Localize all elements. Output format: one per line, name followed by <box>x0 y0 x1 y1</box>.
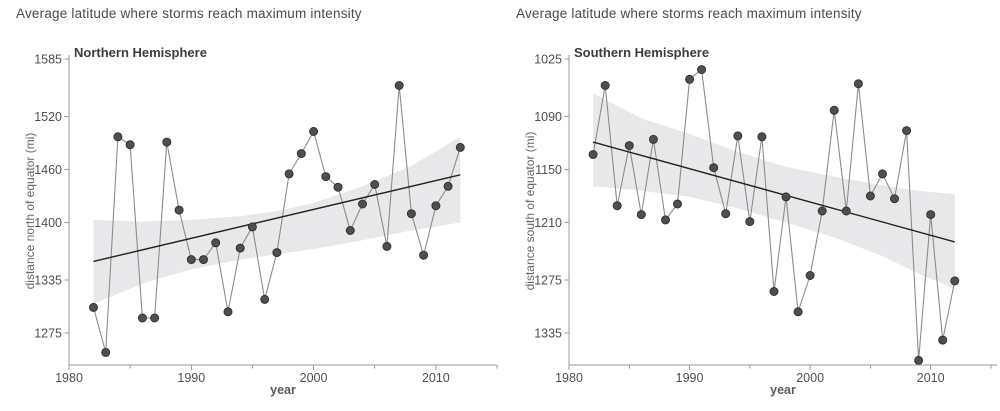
data-point <box>841 206 851 216</box>
data-point <box>721 209 731 219</box>
trend-line <box>93 174 461 263</box>
data-point <box>733 131 743 141</box>
data-point <box>113 132 123 142</box>
data-point <box>817 206 827 216</box>
y-tick-label: 1275 <box>534 273 562 287</box>
data-point <box>588 150 598 159</box>
x-axis-label: year <box>270 383 296 397</box>
x-tick-label: 2000 <box>300 371 328 385</box>
data-point <box>612 201 622 211</box>
data-point <box>309 127 319 136</box>
data-point <box>926 210 936 220</box>
data-point <box>150 313 160 323</box>
data-point <box>419 250 429 260</box>
confidence-band <box>593 93 955 289</box>
y-tick-label: 1090 <box>534 110 562 124</box>
data-point <box>211 238 221 248</box>
data-point <box>685 74 695 84</box>
chart-title: Average latitude where storms reach maxi… <box>516 6 862 21</box>
y-tick-label: 1335 <box>34 273 62 287</box>
plot-area-southern: 1025 1090 1150 1210 1275 1335 1980 1990 2000 2010 <box>534 53 997 385</box>
data-point <box>914 355 924 365</box>
y-tick-label: 1520 <box>34 110 62 124</box>
y-tick-label: 1275 <box>34 327 62 341</box>
y-tick-label: 1210 <box>534 216 562 230</box>
data-point <box>829 105 839 115</box>
data-point <box>370 180 380 189</box>
y-tick-label: 1335 <box>534 327 562 341</box>
data-point <box>624 141 634 151</box>
data-point <box>431 201 441 211</box>
data-point <box>902 126 912 136</box>
data-point <box>709 163 719 173</box>
panel-label: Southern Hemisphere <box>574 45 710 60</box>
x-axis-label: year <box>770 383 796 397</box>
data-point <box>878 169 887 179</box>
data-point <box>697 65 707 75</box>
x-tick-label: 1980 <box>55 371 83 385</box>
data-point <box>272 248 282 258</box>
chart-southern-hemisphere: 1025 1090 1150 1210 1275 1335 1980 1990 2000 2010… <box>500 0 1000 411</box>
x-tick-label: 1980 <box>555 371 583 385</box>
x-tick-label: 1990 <box>676 371 704 385</box>
data-point <box>162 137 172 147</box>
data-point <box>455 142 465 152</box>
data-point <box>321 172 331 182</box>
data-point <box>673 199 682 209</box>
data-point <box>805 271 815 280</box>
data-point <box>174 205 184 215</box>
data-point <box>260 294 270 304</box>
confidence-band <box>93 136 461 304</box>
data-point <box>853 79 863 89</box>
y-tick-label: 1460 <box>34 163 62 177</box>
data-point <box>600 81 610 90</box>
data-point <box>89 302 98 312</box>
data-point <box>865 191 875 201</box>
data-point <box>333 182 343 192</box>
data-point <box>938 335 948 345</box>
data-point <box>781 192 791 202</box>
data-point <box>769 287 779 296</box>
data-point <box>661 215 670 225</box>
data-point <box>296 149 306 159</box>
data-point <box>406 209 416 219</box>
y-tick-label: 1585 <box>34 53 62 67</box>
y-axis-label: distance south of equator (mi) <box>523 131 537 291</box>
chart-northern-hemisphere: 1585 1520 1460 1400 1335 1275 1980 1990 2000 2010… <box>16 6 498 397</box>
data-point <box>235 243 245 253</box>
data-point <box>394 81 404 90</box>
data-point <box>223 307 233 317</box>
data-point <box>757 132 767 142</box>
y-tick-label: 1150 <box>535 163 562 177</box>
plot-area-northern: 1585 1520 1460 1400 1335 1275 1980 1990 2000 2010 <box>34 53 498 385</box>
data-point <box>137 313 147 323</box>
x-tick-label: 1990 <box>177 371 205 385</box>
data-point <box>358 199 367 209</box>
y-tick-label: 1400 <box>34 216 62 230</box>
data-point <box>284 169 294 179</box>
x-tick-label: 2010 <box>422 371 450 385</box>
data-point <box>636 210 646 220</box>
data-point <box>793 307 803 317</box>
data-point <box>890 194 899 204</box>
data-point <box>186 255 196 265</box>
data-point <box>648 134 658 144</box>
trend-line <box>592 141 955 243</box>
data-point <box>125 140 135 150</box>
x-tick-label: 2000 <box>796 371 824 385</box>
data-point <box>745 217 755 227</box>
data-point <box>950 276 960 286</box>
data-point <box>247 222 257 232</box>
x-tick-label: 2010 <box>917 371 945 385</box>
panel-label: Northern Hemisphere <box>74 45 207 60</box>
y-axis-label: distance north of equator (mi) <box>23 132 37 290</box>
data-point <box>199 255 208 265</box>
data-point <box>101 347 111 357</box>
chart-title: Average latitude where storms reach maxi… <box>16 6 362 21</box>
data-point <box>345 226 355 235</box>
data-point <box>382 241 392 251</box>
data-point <box>443 181 453 191</box>
y-tick-label: 1025 <box>534 53 562 67</box>
